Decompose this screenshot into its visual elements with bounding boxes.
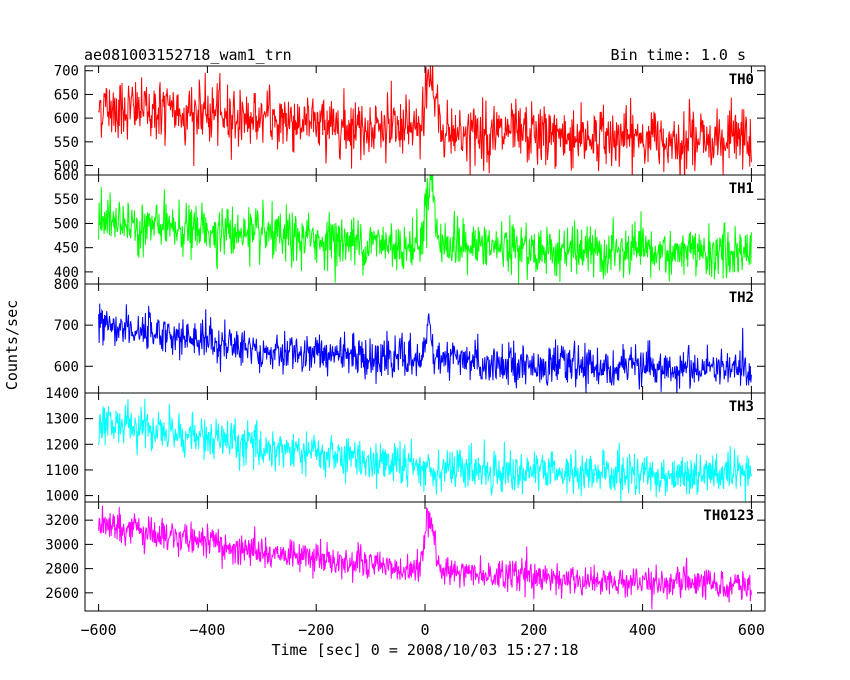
x-tick-label: −400 (189, 621, 225, 639)
series-th0123-line (98, 505, 752, 610)
y-tick-label: 500 (54, 216, 79, 232)
series-th1-line (98, 175, 752, 284)
x-tick-label: 0 (420, 621, 429, 639)
y-tick-label: 2800 (45, 562, 79, 578)
y-tick-label: 600 (54, 168, 79, 184)
y-tick-label: 500 (54, 159, 79, 175)
x-tick-label: −200 (298, 621, 334, 639)
y-tick-label: 1300 (45, 412, 79, 428)
y-tick-label: 1200 (45, 437, 79, 453)
x-tick-label: 400 (629, 621, 656, 639)
series-th3-line (98, 398, 752, 502)
panel-frame-th3 (84, 392, 766, 503)
y-tick-label: 1000 (45, 489, 79, 505)
panel-label-th1: TH1 (729, 181, 754, 197)
bin-time-label: Bin time: 1.0 s (611, 46, 746, 64)
y-tick-label: 700 (54, 64, 79, 80)
series-th0-line (98, 66, 752, 175)
x-tick-label: 600 (738, 621, 765, 639)
panel-label-th2: TH2 (729, 290, 754, 306)
y-tick-label: 2600 (45, 586, 79, 602)
panels-group: TH0 500 550 600 650 700 TH1 400 450 500 550 600 TH2 6… (45, 64, 766, 639)
y-tick-label: 550 (54, 192, 79, 208)
y-tick-label: 650 (54, 87, 79, 103)
y-tick-label: 450 (54, 241, 79, 257)
y-tick-label: 1100 (45, 463, 79, 479)
y-tick-label: 700 (54, 318, 79, 334)
y-tick-label: 3200 (45, 513, 79, 529)
y-axis-label: Counts/sec (3, 300, 21, 390)
y-tick-label: 550 (54, 135, 79, 151)
series-th2-line (98, 303, 752, 393)
y-tick-label: 1400 (45, 386, 79, 402)
x-tick-label: 200 (520, 621, 547, 639)
y-tick-label: 800 (54, 277, 79, 293)
y-tick-label: 600 (54, 111, 79, 127)
chart-title: ae081003152718_wam1_trn (84, 46, 292, 64)
panel-frame-th0123 (84, 501, 766, 612)
y-tick-label: 600 (54, 359, 79, 375)
x-axis-label: Time [sec] 0 = 2008/10/03 15:27:18 (271, 641, 578, 659)
panel-label-th3: TH3 (729, 399, 754, 415)
x-tick-label: −600 (81, 621, 117, 639)
panel-label-th0123: TH0123 (703, 508, 754, 524)
panel-label-th0: TH0 (729, 72, 754, 88)
y-tick-label: 400 (54, 265, 79, 281)
y-tick-label: 3000 (45, 537, 79, 553)
